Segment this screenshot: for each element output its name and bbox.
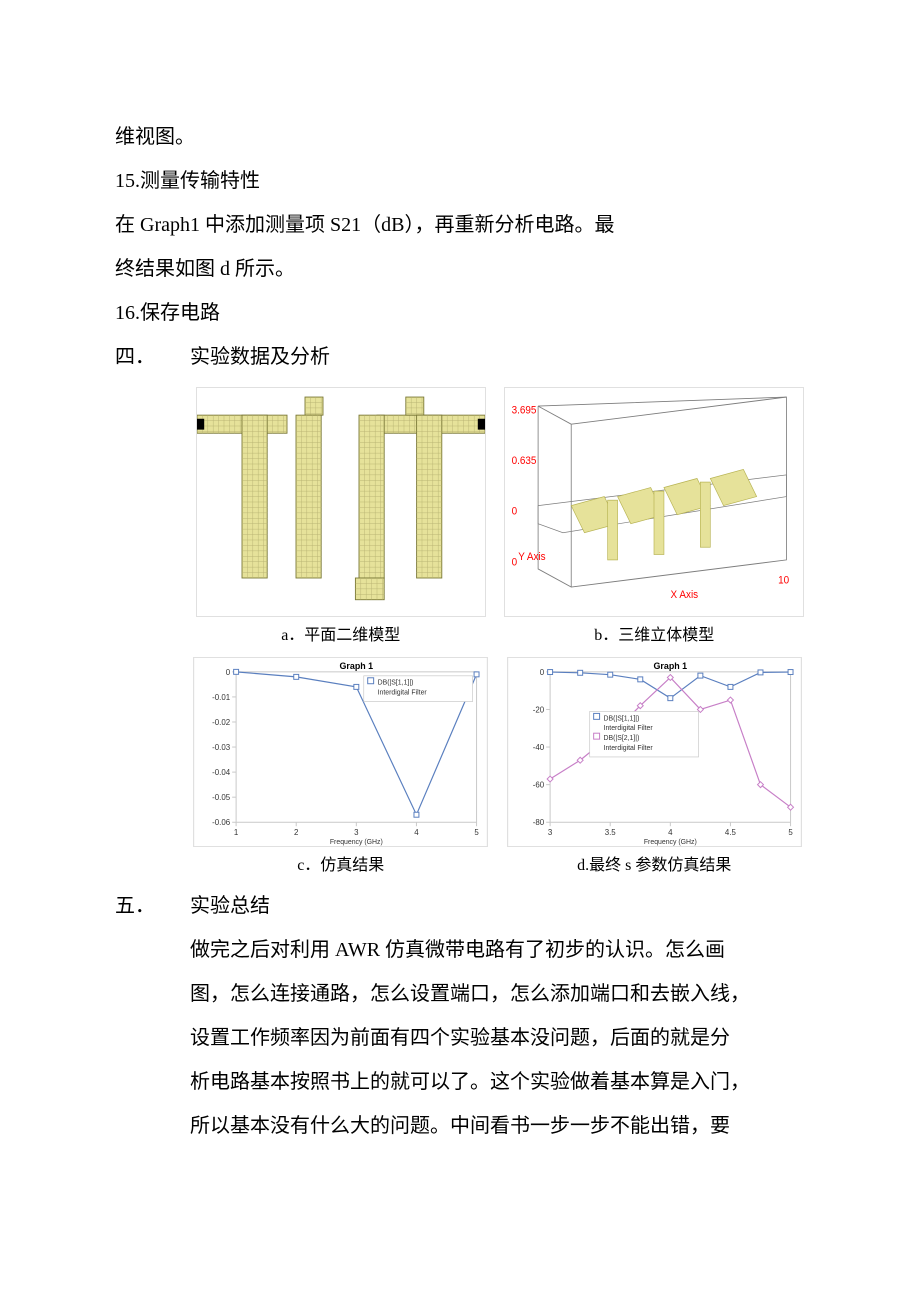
figure-d-caption: d.最终 s 参数仿真结果 (577, 853, 731, 879)
figure-d-svg: 0 -20 -40 -60 -80 3 3.5 4 4.5 5 Frequency (GHz) Gra… (507, 657, 802, 847)
step-15-head: 15.测量传输特性 (115, 159, 805, 203)
figure-d-cell: 0 -20 -40 -60 -80 3 3.5 4 4.5 5 Frequency (GHz) Gra… (504, 657, 806, 879)
svg-text:DB(|S[1,1]|): DB(|S[1,1]|) (603, 715, 639, 722)
figure-c-svg: 0 -0.01 -0.02 -0.03 -0.04 -0.05 -0.061 2 3 4 5 Freq… (193, 657, 488, 847)
sec5-line2: 图，怎么连接通路，怎么设置端口，怎么添加端口和去嵌入线， (190, 972, 805, 1016)
svg-text:-60: -60 (532, 780, 544, 789)
figure-b-cell: 3.695 0.635 0 0 10 X Axis Y Axis b．三维立体模型 (504, 387, 806, 649)
figure-b-svg: 3.695 0.635 0 0 10 X Axis Y Axis (504, 387, 804, 617)
svg-text:Interdigital Filter: Interdigital Filter (603, 725, 653, 732)
continuation-text: 维视图。 (115, 115, 805, 159)
svg-text:-80: -80 (532, 818, 544, 827)
svg-text:Y Axis: Y Axis (518, 552, 545, 563)
svg-text:3.5: 3.5 (604, 828, 616, 837)
svg-text:-0.06: -0.06 (212, 818, 231, 827)
svg-text:DB(|S[2,1]|): DB(|S[2,1]|) (603, 735, 639, 742)
svg-text:0: 0 (540, 667, 545, 676)
svg-text:-0.04: -0.04 (212, 768, 231, 777)
document-page: 维视图。 15.测量传输特性 在 Graph1 中添加测量项 S21（dB），再… (0, 0, 920, 1302)
svg-text:-0.01: -0.01 (212, 692, 231, 701)
svg-text:10: 10 (778, 575, 789, 586)
sec5-line5: 所以基本没有什么大的问题。中间看书一步一步不能出错，要 (190, 1104, 805, 1148)
figure-row-cd: 0 -0.01 -0.02 -0.03 -0.04 -0.05 -0.061 2 3 4 5 Freq… (190, 657, 805, 879)
section-5-num: 五． (115, 884, 170, 928)
svg-text:2: 2 (294, 828, 298, 837)
section-5-header: 五． 实验总结 (115, 884, 805, 928)
svg-text:X Axis: X Axis (671, 590, 699, 601)
figure-a-svg (196, 387, 486, 617)
section-4-header: 四． 实验数据及分析 (115, 335, 805, 379)
figure-c-cell: 0 -0.01 -0.02 -0.03 -0.04 -0.05 -0.061 2 3 4 5 Freq… (190, 657, 492, 879)
svg-text:0.635: 0.635 (512, 456, 537, 467)
svg-text:4.5: 4.5 (725, 828, 737, 837)
section-5-title: 实验总结 (190, 884, 270, 928)
svg-text:4: 4 (668, 828, 673, 837)
sec5-line1: 做完之后对利用 AWR 仿真微带电路有了初步的认识。怎么画 (190, 928, 805, 972)
svg-text:5: 5 (475, 828, 480, 837)
figure-b-caption: b．三维立体模型 (594, 623, 714, 649)
sec5-line3: 设置工作频率因为前面有四个实验基本没问题，后面的就是分 (190, 1016, 805, 1060)
svg-text:DB(|S[1,1]|): DB(|S[1,1]|) (378, 679, 414, 686)
svg-text:3: 3 (548, 828, 553, 837)
svg-text:Frequency (GHz): Frequency (GHz) (644, 839, 697, 846)
svg-text:0: 0 (512, 557, 518, 568)
svg-text:3.695: 3.695 (512, 405, 537, 416)
svg-text:Interdigital Filter: Interdigital Filter (378, 689, 428, 696)
svg-text:-0.05: -0.05 (212, 793, 231, 802)
svg-text:Interdigital Filter: Interdigital Filter (603, 745, 653, 752)
section-4-title: 实验数据及分析 (190, 335, 330, 379)
step-15-body-1: 在 Graph1 中添加测量项 S21（dB），再重新分析电路。最 (115, 203, 805, 247)
svg-text:3: 3 (354, 828, 359, 837)
step-16-head: 16.保存电路 (115, 291, 805, 335)
svg-text:4: 4 (414, 828, 419, 837)
sec5-line4: 析电路基本按照书上的就可以了。这个实验做着基本算是入门， (190, 1060, 805, 1104)
figure-a-caption: a．平面二维模型 (281, 623, 400, 649)
svg-text:0: 0 (226, 667, 231, 676)
svg-text:-0.02: -0.02 (212, 718, 230, 727)
figure-a-cell: a．平面二维模型 (190, 387, 492, 649)
svg-text:-40: -40 (532, 743, 544, 752)
svg-text:0: 0 (512, 506, 518, 517)
section-5-body: 做完之后对利用 AWR 仿真微带电路有了初步的认识。怎么画 图，怎么连接通路，怎… (190, 928, 805, 1148)
figure-c-caption: c．仿真结果 (297, 853, 384, 879)
figures-block: a．平面二维模型 3.6950.6350010X AxisY Axis b．三维… (190, 387, 805, 878)
svg-text:1: 1 (234, 828, 239, 837)
section-4-num: 四． (115, 335, 170, 379)
figure-row-ab: a．平面二维模型 3.695 0.635 0 0 10 X Axis Y Axis b．三维… (190, 387, 805, 649)
svg-text:-20: -20 (532, 705, 544, 714)
step-15-body-2: 终结果如图 d 所示。 (115, 247, 805, 291)
svg-text:Frequency (GHz): Frequency (GHz) (330, 839, 383, 846)
svg-text:5: 5 (788, 828, 793, 837)
svg-text:-0.03: -0.03 (212, 743, 231, 752)
svg-text:Graph 1: Graph 1 (653, 660, 687, 670)
svg-text:Graph 1: Graph 1 (340, 660, 374, 670)
